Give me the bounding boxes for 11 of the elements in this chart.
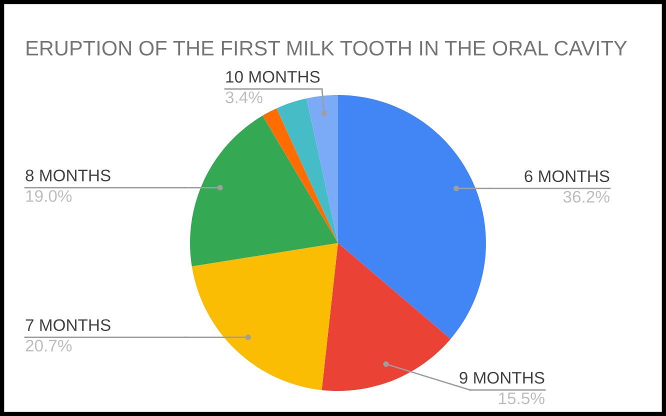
slice-label: 10 MONTHS xyxy=(226,70,320,83)
data-label: 36.2% xyxy=(563,190,610,203)
chart-title: ERUPTION OF THE FIRST MILK TOOTH IN THE ORAL CAVITY xyxy=(26,40,627,56)
slice-label: 7 MONTHS xyxy=(26,319,110,332)
data-label: 15.5% xyxy=(499,392,544,404)
slice-label: 8 MONTHS xyxy=(26,170,110,182)
data-label: 3.4% xyxy=(226,91,262,104)
slice-label: 9 MONTHS xyxy=(460,372,544,384)
data-label: 20.7% xyxy=(26,340,72,352)
data-label: 19.0% xyxy=(26,190,72,202)
slice-label: 6 MONTHS xyxy=(524,170,610,182)
